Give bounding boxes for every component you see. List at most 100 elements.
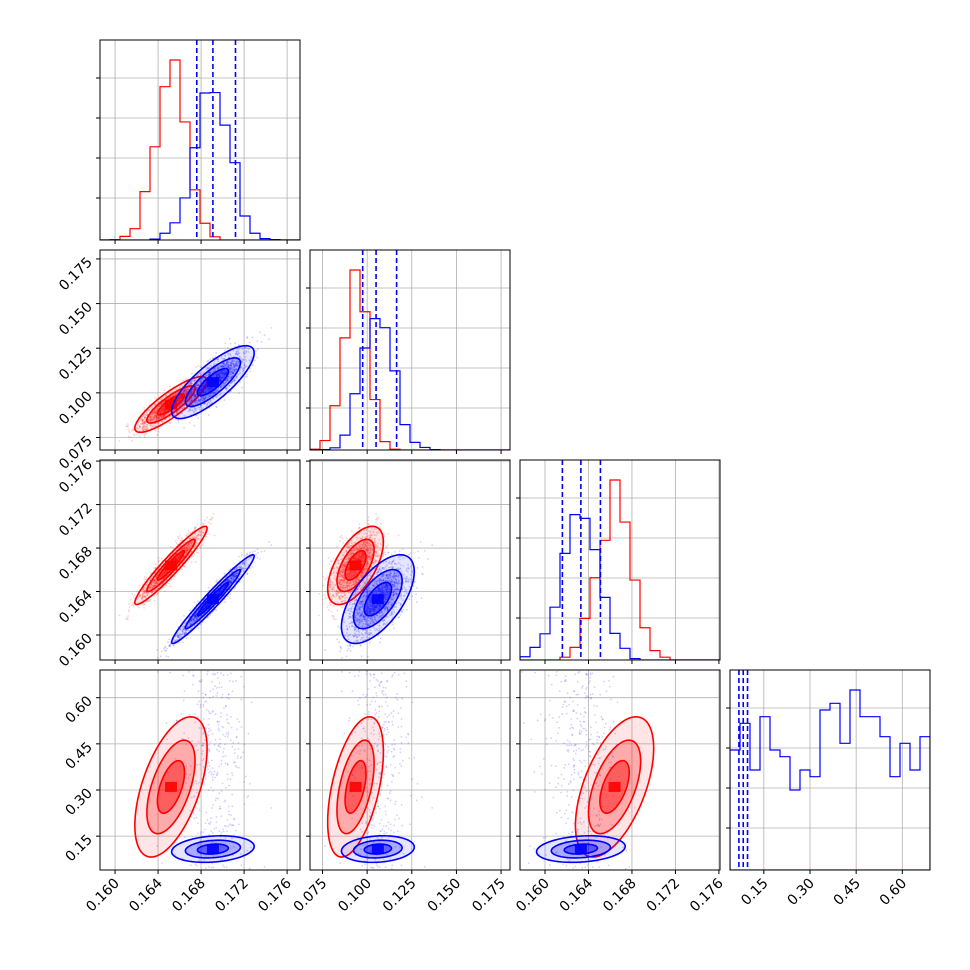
sample-point bbox=[207, 522, 209, 524]
sample-point bbox=[249, 342, 251, 344]
sample-point bbox=[144, 436, 146, 438]
sample-point bbox=[163, 587, 165, 589]
sample-point bbox=[182, 641, 184, 643]
sample-point bbox=[202, 544, 204, 546]
sample-point bbox=[268, 338, 270, 340]
sample-point bbox=[155, 563, 157, 565]
sample-point bbox=[130, 437, 132, 439]
sample-point bbox=[133, 594, 135, 596]
sample-point bbox=[178, 642, 180, 644]
sample-point bbox=[191, 561, 193, 563]
sample-point bbox=[213, 513, 215, 515]
sample-point bbox=[128, 436, 130, 438]
sample-point bbox=[195, 561, 197, 563]
sample-point bbox=[223, 399, 225, 401]
sample-point bbox=[139, 436, 141, 438]
sample-point bbox=[214, 356, 216, 358]
sample-point bbox=[264, 334, 266, 336]
sample-point bbox=[208, 587, 210, 589]
sample-point bbox=[193, 553, 195, 555]
histogram-line bbox=[100, 60, 300, 240]
y-tick-label: 0.125 bbox=[56, 344, 96, 384]
sample-point bbox=[208, 414, 210, 416]
sample-point bbox=[131, 593, 133, 595]
sample-point bbox=[144, 576, 146, 578]
sample-point bbox=[224, 350, 226, 352]
sample-point bbox=[252, 364, 254, 366]
sample-point bbox=[155, 430, 157, 432]
sample-point bbox=[127, 423, 129, 425]
sample-point bbox=[215, 352, 217, 354]
sample-point bbox=[142, 604, 144, 606]
y-tick-label: 0.150 bbox=[56, 299, 96, 339]
y-tick-label: 0.100 bbox=[56, 388, 96, 428]
sample-point bbox=[119, 440, 121, 442]
sample-point bbox=[270, 544, 272, 546]
sample-point bbox=[224, 342, 226, 344]
sample-point bbox=[259, 331, 261, 333]
sample-point bbox=[164, 389, 166, 391]
sample-point bbox=[133, 435, 135, 437]
sample-point bbox=[128, 611, 130, 613]
sample-point bbox=[138, 606, 140, 608]
sample-point bbox=[169, 586, 171, 588]
sample-point bbox=[158, 431, 160, 433]
sample-point bbox=[181, 537, 183, 539]
sample-point bbox=[216, 579, 218, 581]
sample-point bbox=[143, 607, 145, 609]
sample-point bbox=[139, 585, 141, 587]
sample-point bbox=[178, 421, 180, 423]
sample-point bbox=[256, 340, 258, 342]
sample-point bbox=[172, 547, 174, 549]
sample-point bbox=[261, 341, 263, 343]
sample-point bbox=[133, 597, 135, 599]
sample-point bbox=[168, 639, 170, 641]
sample-point bbox=[255, 350, 257, 352]
sample-point bbox=[209, 533, 211, 535]
sample-point bbox=[238, 392, 240, 394]
sample-point bbox=[229, 338, 231, 340]
sample-point bbox=[193, 602, 195, 604]
sample-point bbox=[247, 337, 249, 339]
sample-point bbox=[194, 528, 196, 530]
sample-point bbox=[268, 541, 270, 543]
sample-point bbox=[270, 327, 272, 329]
sample-point bbox=[128, 430, 130, 432]
sample-point bbox=[144, 603, 146, 605]
sample-point bbox=[191, 373, 193, 375]
sample-point bbox=[197, 417, 199, 419]
sample-point bbox=[131, 440, 133, 442]
density-peak bbox=[207, 377, 219, 387]
sample-point bbox=[251, 337, 253, 339]
sample-point bbox=[246, 376, 248, 378]
sample-point bbox=[158, 428, 160, 430]
sample-point bbox=[197, 365, 199, 367]
sample-point bbox=[187, 533, 189, 535]
sample-point bbox=[246, 374, 248, 376]
sample-point bbox=[183, 427, 185, 429]
sample-point bbox=[143, 434, 145, 436]
sample-point bbox=[182, 379, 184, 381]
panel-0-0 bbox=[96, 40, 300, 244]
sample-point bbox=[200, 366, 202, 368]
sample-point bbox=[264, 550, 266, 552]
sample-point bbox=[215, 406, 217, 408]
sample-point bbox=[252, 551, 254, 553]
sample-point bbox=[143, 578, 145, 580]
panel-frame bbox=[100, 250, 300, 450]
panel-1-1 bbox=[306, 250, 510, 454]
sample-point bbox=[164, 590, 166, 592]
sample-point bbox=[158, 560, 160, 562]
sample-point bbox=[128, 428, 130, 430]
sample-point bbox=[127, 615, 129, 617]
sample-point bbox=[128, 609, 130, 611]
sample-point bbox=[206, 517, 208, 519]
sample-point bbox=[196, 552, 198, 554]
sample-point bbox=[189, 422, 191, 424]
sample-point bbox=[156, 434, 158, 436]
sample-point bbox=[156, 649, 158, 651]
sample-point bbox=[157, 593, 159, 595]
sample-point bbox=[227, 347, 229, 349]
sample-point bbox=[168, 422, 170, 424]
